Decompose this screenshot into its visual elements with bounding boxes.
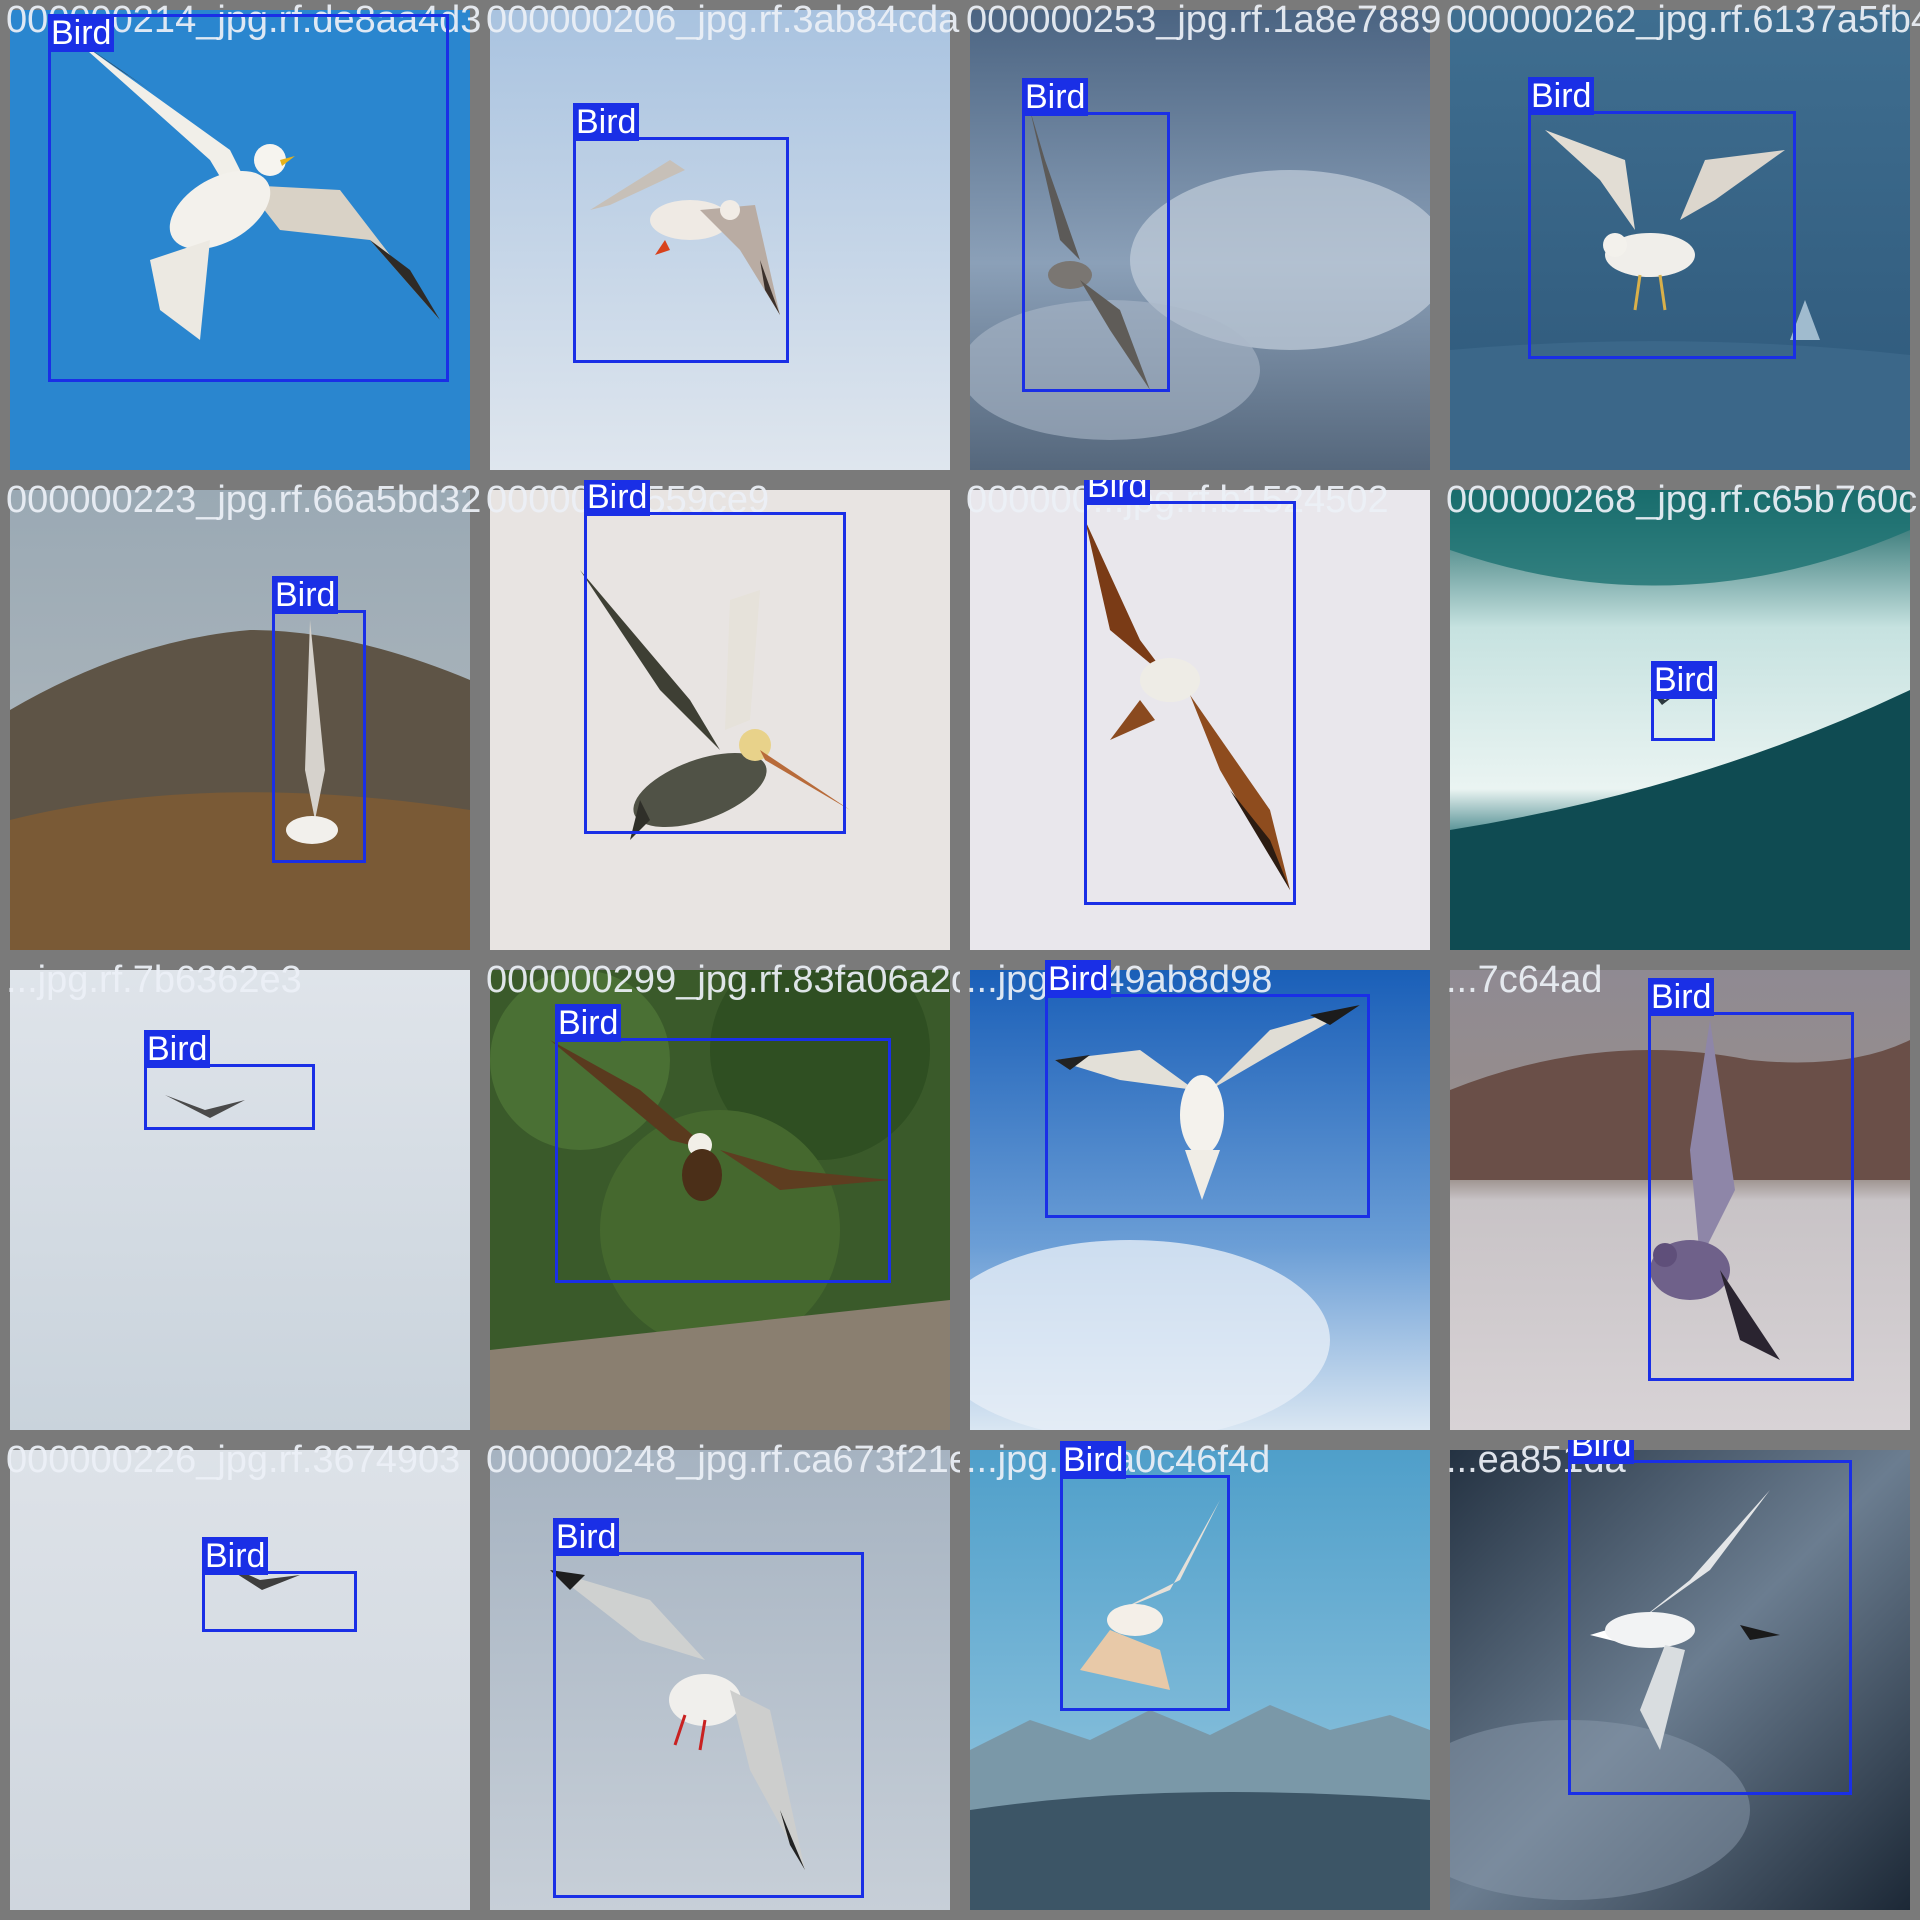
tile-8: 000000268_jpg.rf.c65b760c Bird: [1440, 480, 1920, 960]
photo-gull-hillside: [10, 490, 470, 950]
class-label: Bird: [555, 1004, 622, 1042]
bounding-box: [1651, 695, 1715, 741]
photo-wave: [1450, 490, 1910, 950]
bounding-box: [1528, 111, 1796, 359]
tile-13: 000000226_jpg.rf.3674903 Bird: [0, 1440, 480, 1920]
photo-distant-bird-pale-sky: [10, 1450, 470, 1910]
photo-gull-dark-clouds: [1450, 1450, 1910, 1910]
bounding-box: [553, 1552, 864, 1898]
photo-kite: [970, 490, 1430, 950]
photo-gull-pale-sky: [490, 10, 950, 470]
bounding-box: [272, 610, 366, 863]
photo-gull-blue-sky: [10, 10, 470, 470]
class-label: Bird: [573, 103, 640, 141]
tile-6: 000000...559ce9 Bird: [480, 480, 960, 960]
tile-14: 000000248_jpg.rf.ca673f21ef Bird: [480, 1440, 960, 1920]
bounding-box: [555, 1038, 891, 1283]
tile-16: ...ea851da Bird: [1440, 1440, 1920, 1920]
bounding-box: [48, 14, 449, 382]
tile-7: 000000...jpg.rf.b1524502 Bird: [960, 480, 1440, 960]
photo-pigeon-lake: [1450, 970, 1910, 1430]
bounding-box: [1568, 1460, 1852, 1795]
tile-1: 000000214_jpg.rf.de8aa4d34 Bird: [0, 0, 480, 480]
tile-15: ...jpg.rf.6a0c46f4d Bird: [960, 1440, 1440, 1920]
tile-11: ...jpg.rf.f49ab8d98 Bird: [960, 960, 1440, 1440]
tile-4: 000000262_jpg.rf.6137a5fb4 Bird: [1440, 0, 1920, 480]
class-label: Bird: [1648, 978, 1715, 1016]
class-label: Bird: [1060, 1441, 1127, 1479]
bounding-box: [1060, 1475, 1230, 1711]
photo-distant-bird-grey-sky: [10, 970, 470, 1430]
class-label: Bird: [1528, 77, 1595, 115]
class-label: Bird: [1084, 480, 1151, 505]
tile-10: 000000299_jpg.rf.83fa06a2d Bird: [480, 960, 960, 1440]
bounding-box: [202, 1571, 357, 1632]
bounding-box: [1045, 994, 1370, 1218]
class-label: Bird: [1651, 661, 1718, 699]
bounding-box: [1022, 112, 1170, 392]
class-label: Bird: [272, 576, 339, 614]
tile-12: ...7c64ad Bird: [1440, 960, 1920, 1440]
bounding-box: [573, 137, 789, 363]
photo-pelican: [490, 490, 950, 950]
class-label: Bird: [1568, 1440, 1635, 1464]
class-label: Bird: [202, 1537, 269, 1575]
class-label: Bird: [584, 480, 651, 516]
bounding-box: [584, 512, 846, 834]
tile-3: 000000253_jpg.rf.1a8e78899 Bird: [960, 0, 1440, 480]
photo-gull-water: [1450, 10, 1910, 470]
tile-2: 000000206_jpg.rf.3ab84cda9 Bird: [480, 0, 960, 480]
class-label: Bird: [553, 1518, 620, 1556]
bounding-box: [1648, 1012, 1854, 1381]
class-label: Bird: [1022, 78, 1089, 116]
class-label: Bird: [48, 14, 115, 52]
class-label: Bird: [144, 1030, 211, 1068]
photo-gull-mountains: [970, 1450, 1430, 1910]
photo-eagle-trees: [490, 970, 950, 1430]
bounding-box: [144, 1064, 315, 1130]
tile-9: ...jpg.rf.7b6362e3 Bird: [0, 960, 480, 1440]
class-label: Bird: [1045, 960, 1112, 998]
tile-5: 000000223_jpg.rf.66a5bd32a Bird: [0, 480, 480, 960]
bounding-box: [1084, 501, 1296, 905]
